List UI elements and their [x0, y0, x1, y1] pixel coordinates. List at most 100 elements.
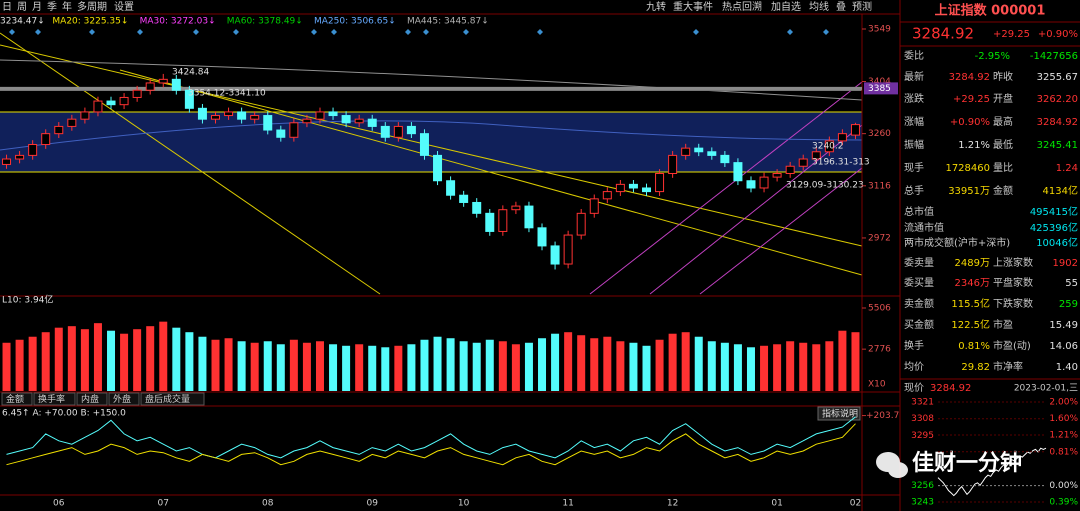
candle-body [145, 82, 155, 91]
quote-value: 3245.41 [1037, 140, 1078, 151]
tab-label[interactable]: 换手率 [38, 393, 65, 405]
candle-body [41, 133, 51, 146]
ma-legend: MA60: 3378.49↓ [227, 17, 303, 27]
quote-value: 3284.92 [949, 72, 990, 83]
indicator-line [6, 416, 856, 459]
candle-body [537, 227, 547, 247]
volume-bar [80, 329, 89, 391]
candle-body [824, 140, 834, 153]
volume-bar [472, 342, 481, 391]
y-tick-label: 3321 [911, 398, 934, 408]
y-tick-label: 3260 [868, 129, 891, 139]
candle-body [628, 183, 638, 189]
volume-bar [146, 326, 155, 391]
tab-label[interactable]: 内盘 [81, 393, 99, 405]
quote-value: +0.90% [950, 117, 990, 128]
tab[interactable] [33, 392, 76, 406]
marker-box [864, 82, 898, 95]
x-tick-label: 10 [458, 499, 470, 509]
quote-label: 振幅 [904, 138, 924, 151]
candle-body [54, 125, 64, 135]
candle-body [655, 172, 665, 193]
y-tick-label: 5506 [868, 304, 891, 314]
marker-label: 3385 [868, 84, 891, 94]
toolbar-button[interactable]: 均线 [809, 0, 829, 13]
toolbar-button[interactable]: 周 [17, 1, 27, 13]
quote-value: 115.5亿 [951, 297, 990, 310]
tab[interactable] [76, 392, 108, 406]
annotation: 3354.12-3341.10 [188, 89, 266, 99]
indicator-line [6, 423, 856, 466]
volume-bar [538, 338, 547, 391]
volume-bar [629, 342, 638, 391]
candle-body [668, 154, 678, 174]
y-tick-label: 3308 [911, 414, 934, 424]
volume-bar [746, 347, 755, 391]
volume-bar [394, 345, 403, 391]
candle-body [106, 100, 116, 106]
volume-bar [498, 341, 507, 391]
candle-body [393, 125, 403, 138]
volume-bar [41, 332, 50, 391]
quote-label: 市盈 [993, 318, 1013, 331]
watermark-icon [876, 452, 908, 478]
volume-bar [590, 338, 599, 391]
y-tick-label: 2776 [868, 345, 891, 355]
volume-bar [485, 339, 494, 391]
volume-bar [315, 341, 324, 391]
toolbar-button[interactable]: 日 [2, 2, 12, 13]
candle-body [197, 107, 207, 120]
button-label[interactable]: 指标说明 [822, 408, 858, 420]
x-tick-label: 06 [53, 499, 65, 509]
candle-body [511, 205, 521, 211]
quote-value: 3255.67 [1037, 72, 1078, 83]
axis-note: X10 [868, 380, 886, 390]
candle-body [380, 125, 390, 138]
candle-body [746, 180, 756, 189]
tab-label[interactable]: 金额 [6, 393, 24, 405]
volume-bar [812, 344, 821, 391]
toolbar-button[interactable]: 九转 [646, 0, 666, 13]
toolbar-button[interactable]: 加自选 [771, 0, 801, 13]
quote-title: 上证指数 000001 [935, 3, 1046, 19]
tab[interactable] [140, 392, 205, 406]
toolbar-button[interactable]: 月 [32, 1, 42, 13]
quote-value: 495415亿 [1030, 205, 1078, 218]
toolbar-button[interactable]: 设置 [114, 1, 134, 13]
volume-bar [459, 341, 468, 391]
button[interactable] [817, 406, 861, 421]
quote-value: 1.24 [1056, 163, 1078, 174]
quote-label: 上涨家数 [993, 256, 1033, 269]
toolbar-button[interactable]: 热点回溯 [722, 0, 762, 13]
volume-bar [407, 344, 416, 391]
tab-label[interactable]: 盘后成交量 [145, 393, 190, 405]
candle-body [132, 89, 142, 98]
volume-bar [655, 339, 664, 391]
quote-label: 卖金额 [904, 297, 934, 310]
quote-value: 33951万 [948, 186, 990, 197]
quote-label: 平盘家数 [993, 276, 1033, 289]
volume-bar [368, 345, 377, 391]
toolbar-button[interactable]: 年 [62, 0, 72, 13]
volume-bar [786, 341, 795, 391]
tab-label[interactable]: 外盘 [113, 393, 131, 405]
toolbar-button[interactable]: 季 [47, 1, 57, 13]
trend-line [119, 69, 863, 276]
toolbar-button[interactable]: 预测 [852, 0, 872, 13]
quote-value: 0.81% [958, 341, 990, 352]
quote-value: +29.25 [953, 94, 990, 105]
toolbar-button[interactable]: 重大事件 [673, 0, 713, 13]
toolbar-button[interactable]: 叠 [836, 1, 846, 13]
volume-bar [433, 336, 442, 391]
x-tick-label: 12 [667, 499, 678, 509]
candle-body [237, 111, 247, 120]
toolbar-button[interactable]: 多周期 [77, 0, 107, 13]
quote-label: 最低 [993, 138, 1013, 151]
candle-body [302, 118, 312, 124]
tab[interactable] [1, 392, 33, 406]
tab[interactable] [108, 392, 140, 406]
volume-bar [54, 327, 63, 391]
y2-tick-label: 1.21% [1049, 431, 1078, 441]
candle-body [837, 133, 847, 142]
